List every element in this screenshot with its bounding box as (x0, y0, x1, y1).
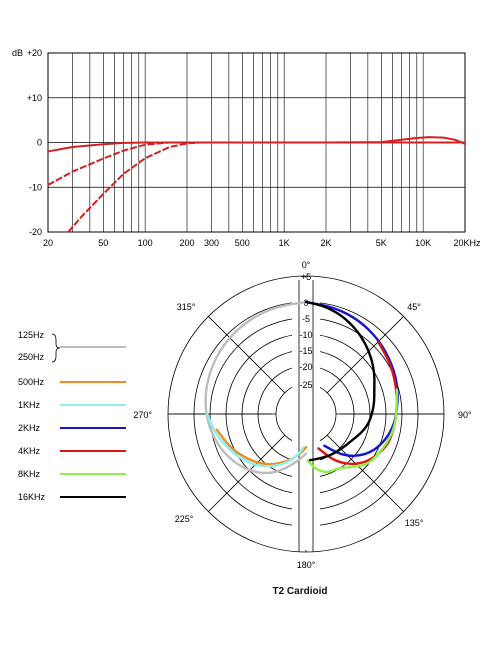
x-tick-label: 2K (320, 238, 331, 248)
polar-pattern-chart: +50-5-10-15-20-250°45°90°135°180°225°270… (18, 260, 472, 570)
angle-label: 135° (405, 518, 424, 528)
legend-label: 250Hz (18, 352, 45, 362)
r-tick-label: -15 (299, 346, 312, 356)
angle-label: 0° (302, 260, 311, 270)
legend-brace (51, 333, 61, 363)
angle-label: 270° (133, 410, 152, 420)
r-tick-label: -5 (302, 314, 310, 324)
x-tick-label: 300 (204, 238, 219, 248)
legend-label: 16KHz (18, 492, 46, 502)
series-line-3 (67, 141, 465, 233)
y-axis-label: dB (12, 48, 23, 58)
x-tick-label: 200 (179, 238, 194, 248)
angle-label: 225° (175, 514, 194, 524)
polar-spoke (326, 434, 404, 512)
angle-label: 180° (297, 560, 316, 570)
legend-label: 2KHz (18, 423, 41, 433)
x-tick-label: 10K (415, 238, 431, 248)
legend-label: 1KHz (18, 400, 41, 410)
polar-series-7 (304, 300, 376, 462)
polar-spoke (326, 316, 404, 394)
angle-label: 90° (458, 410, 472, 420)
r-tick-label: -10 (299, 330, 312, 340)
r-tick-label: -25 (299, 380, 312, 390)
y-tick-label: +10 (27, 93, 42, 103)
y-tick-label: -10 (29, 182, 42, 192)
legend-label: 125Hz (18, 330, 45, 340)
angle-label: 45° (407, 302, 421, 312)
scale-strip (292, 278, 320, 550)
legend: 125Hz 250Hz 500Hz 1KHz 2KHz 4KHz 8KHz 16KHz (18, 330, 126, 502)
series-line-2 (47, 141, 465, 186)
x-tick-label: 50 (98, 238, 108, 248)
x-tick-label: 20 (43, 238, 53, 248)
y-tick-label: 0 (37, 138, 42, 148)
legend-label: 8KHz (18, 469, 41, 479)
legend-label: 4KHz (18, 446, 41, 456)
polar-chart-title: T2 Cardioid (272, 586, 328, 597)
legend-label: 500Hz (18, 377, 45, 387)
y-tick-label: -20 (29, 227, 42, 237)
polar-series-3 (205, 412, 305, 468)
x-tick-label: 100 (138, 238, 153, 248)
frequency-response-chart: +20 +10 0 -10 -20 dB 20 50 100 200 300 500 1K 2K 5K 10K… (12, 48, 481, 248)
r-tick-label: -20 (299, 362, 312, 372)
series-line-1 (47, 136, 466, 153)
polar-spoke (208, 434, 286, 512)
x-tick-label: 500 (235, 238, 250, 248)
x-tick-label: 5K (376, 238, 387, 248)
x-tick-label: 1K (279, 238, 290, 248)
angle-label: 315° (177, 302, 196, 312)
polar-series-1 (204, 300, 308, 475)
r-tick-label: +5 (301, 272, 311, 282)
polar-series-6 (306, 388, 398, 474)
x-tick-label: 20KHz (453, 238, 481, 248)
polar-spoke (208, 316, 286, 394)
y-tick-label: +20 (27, 48, 42, 58)
